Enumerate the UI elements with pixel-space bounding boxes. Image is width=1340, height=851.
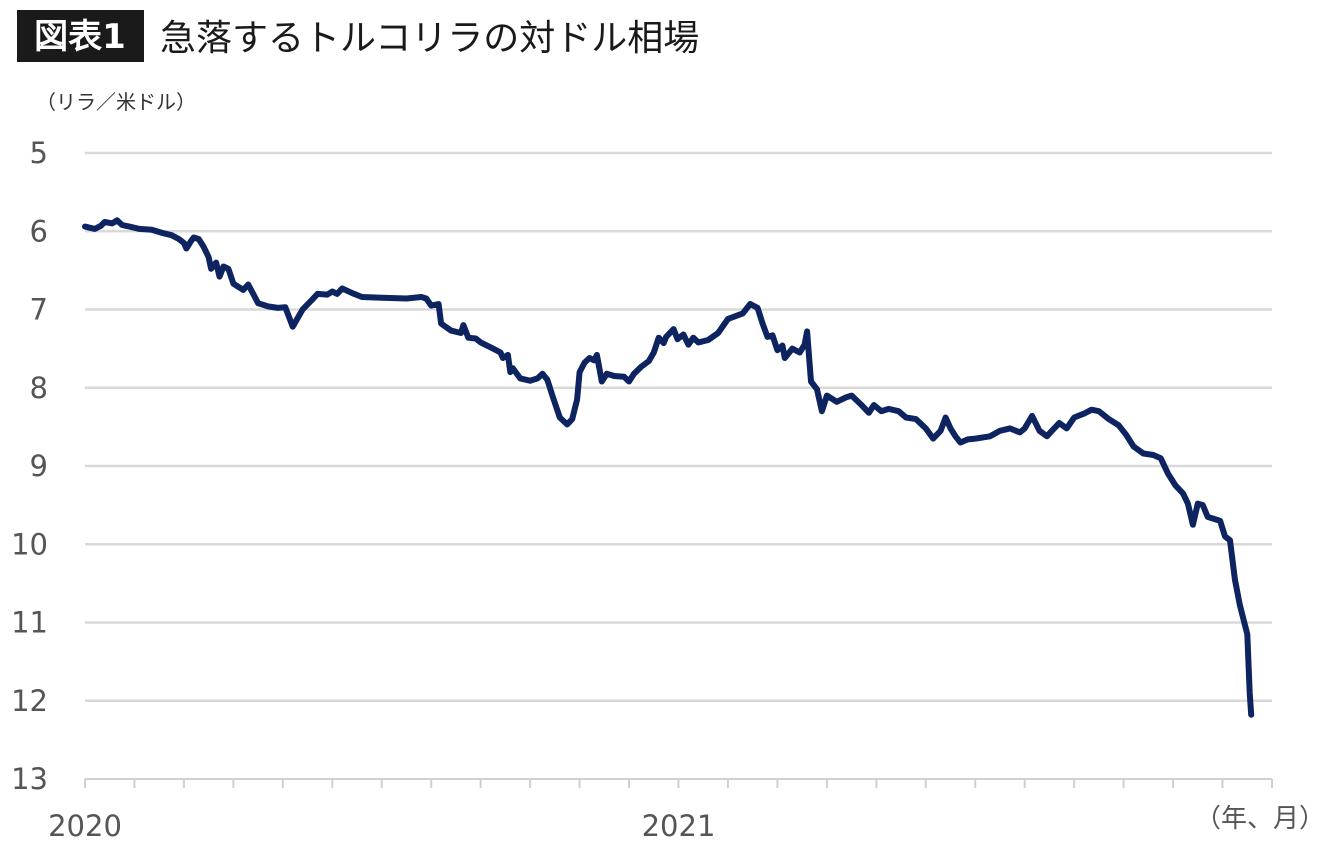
y-tick-label: 6 (30, 214, 48, 248)
gridlines (85, 151, 1272, 702)
title-badge-label: 図表1 (34, 17, 126, 57)
x-axis-ticks (84, 779, 1273, 788)
chart-title: 急落するトルコリラの対ドル相場 (160, 18, 699, 59)
y-tick-label: 8 (30, 371, 48, 405)
y-tick-label: 13 (11, 762, 48, 796)
exchange-rate-line (82, 217, 1255, 718)
x-tick-label: 2021 (642, 809, 716, 843)
y-tick-label: 11 (11, 606, 48, 640)
y-tick-label: 10 (11, 527, 48, 561)
x-tick-labels: 2020 2021 (48, 809, 715, 843)
y-tick-label: 5 (30, 136, 48, 170)
y-tick-label: 9 (30, 449, 48, 483)
y-tick-label: 12 (11, 684, 48, 718)
title-badge (17, 10, 144, 62)
x-tick-label: 2020 (48, 809, 122, 843)
y-tick-labels: 5 6 7 8 9 10 11 12 13 (11, 136, 48, 796)
y-axis-unit-label: （リラ／米ドル） (36, 90, 196, 114)
x-axis-unit-label: （年、月） (1195, 804, 1325, 834)
y-tick-label: 7 (30, 293, 48, 327)
